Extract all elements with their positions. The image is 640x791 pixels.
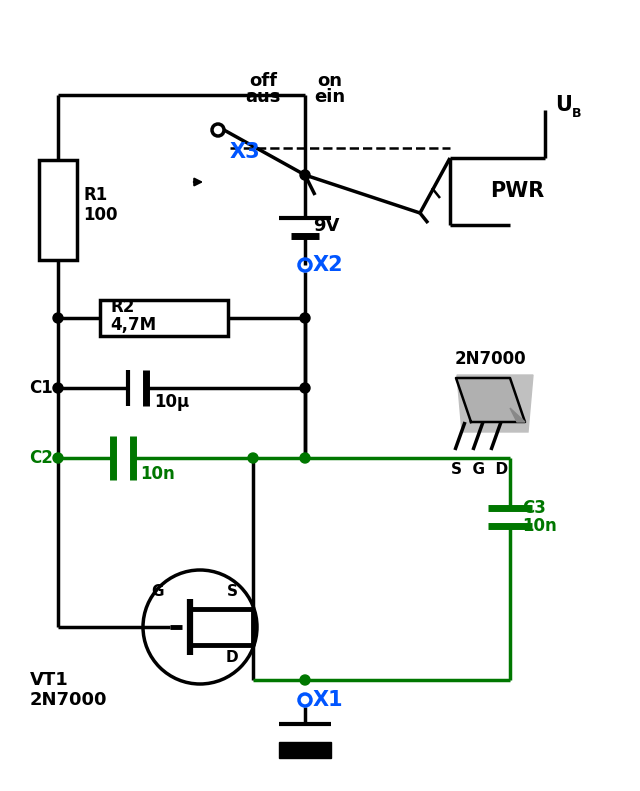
Text: 10μ: 10μ [154, 393, 189, 411]
Text: R2: R2 [110, 298, 134, 316]
Text: 4,7M: 4,7M [110, 316, 156, 334]
Text: 10n: 10n [140, 465, 175, 483]
Bar [100, 300, 228, 336]
Text: U: U [555, 95, 572, 115]
Text: B: B [572, 107, 582, 119]
Text: G: G [152, 585, 164, 600]
Circle shape [300, 675, 310, 685]
Text: VT1
2N7000: VT1 2N7000 [30, 671, 108, 710]
Polygon shape [456, 378, 525, 422]
Text: S: S [227, 585, 237, 600]
Text: 9V: 9V [313, 217, 339, 235]
Text: aus: aus [245, 88, 281, 106]
Circle shape [248, 453, 258, 463]
Text: R1
100: R1 100 [83, 186, 118, 225]
Circle shape [53, 383, 63, 393]
Text: D: D [226, 649, 238, 664]
Circle shape [300, 383, 310, 393]
Polygon shape [510, 408, 525, 422]
Text: off: off [249, 72, 277, 90]
Text: S  G  D: S G D [451, 462, 508, 477]
Text: X3: X3 [230, 142, 260, 162]
Circle shape [53, 453, 63, 463]
Text: on: on [317, 72, 342, 90]
Text: 2N7000: 2N7000 [455, 350, 527, 368]
Text: C1: C1 [29, 379, 53, 397]
Bar [39, 160, 77, 260]
Text: PWR: PWR [490, 181, 544, 201]
Circle shape [300, 453, 310, 463]
Text: 10n: 10n [522, 517, 557, 535]
Bar [279, 742, 331, 758]
Polygon shape [457, 375, 533, 432]
Circle shape [53, 313, 63, 323]
Text: X2: X2 [313, 255, 344, 275]
Text: ein: ein [314, 88, 346, 106]
Text: C2: C2 [29, 449, 53, 467]
Circle shape [300, 313, 310, 323]
Circle shape [300, 170, 310, 180]
Text: X1: X1 [313, 690, 344, 710]
Text: C3: C3 [522, 499, 546, 517]
